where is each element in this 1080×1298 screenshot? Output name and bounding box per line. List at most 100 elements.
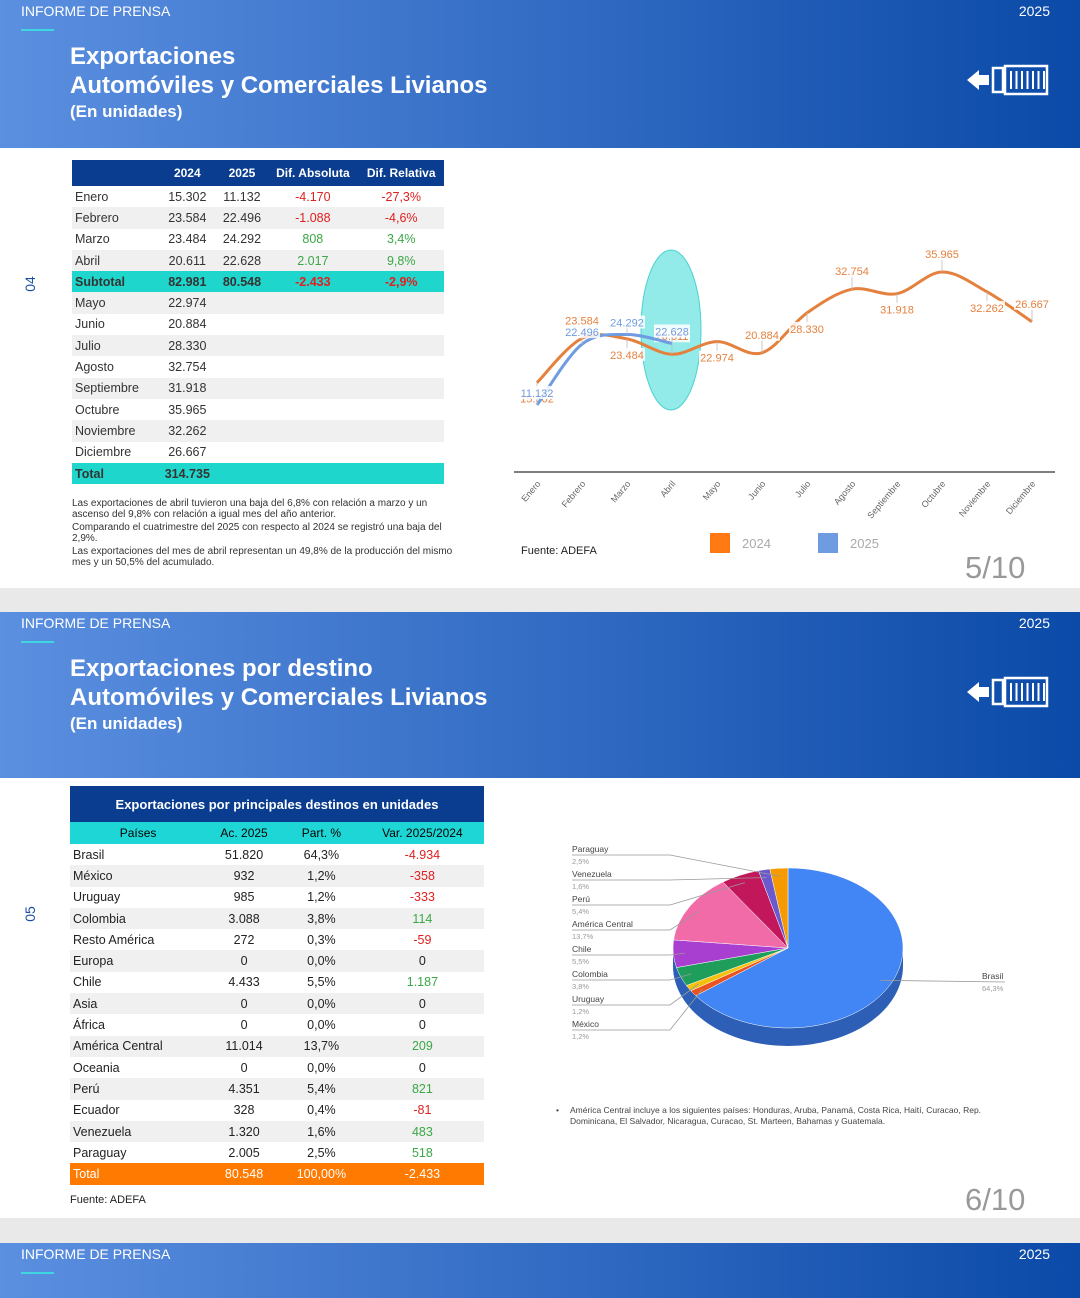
pie-label: Venezuela [572, 869, 612, 879]
data-label: 11.132 [521, 388, 554, 400]
subtitle: (En unidades) [70, 102, 183, 121]
table-cell: 23.584 [168, 210, 207, 225]
table-row: Europa 0 0,0% 0 [70, 950, 484, 972]
table-row: Uruguay 985 1,2% -333 [70, 886, 484, 908]
table-cell: -2.433 [295, 274, 331, 289]
table-row: Diciembre 26.667 [72, 441, 444, 463]
table-row: América Central 11.014 13,7% 209 [70, 1035, 484, 1057]
table-cell: Total [75, 466, 104, 481]
table-cell: 3,8% [307, 911, 336, 926]
table-cell: Agosto [75, 360, 114, 375]
bullet: • [556, 1105, 559, 1115]
data-label: 26.667 [1015, 299, 1049, 311]
table-cell [217, 378, 268, 399]
x-tick-label: Septiembre [865, 479, 902, 521]
x-tick-label: Diciembre [1004, 479, 1038, 516]
x-tick-label: Febrero [560, 479, 588, 510]
data-label: 23.484 [610, 350, 644, 362]
table-cell: Diciembre [75, 445, 132, 460]
slide-body: 04 2024 2025 Dif. Absoluta Dif. Relativa Ener… [0, 148, 1080, 588]
table-cell: Uruguay [73, 890, 121, 905]
table-row: Julio 28.330 [72, 335, 444, 357]
line [535, 270, 1033, 384]
table-row: Marzo 23.484 24.292 808 3,4% [72, 228, 444, 250]
label-leader [572, 983, 699, 1006]
pie-value-label: 64,3% [982, 984, 1004, 993]
header-row: 2024 2025 Dif. Absoluta Dif. Relativa [72, 160, 444, 186]
table-cell: Oceania [73, 1060, 120, 1075]
table-row: Venezuela 1.320 1,6% 483 [70, 1120, 484, 1143]
table-row: Brasil 51.820 64,3% -4.934 [70, 844, 484, 866]
source: Fuente: ADEFA [521, 545, 597, 557]
table-cell: 11.132 [223, 189, 261, 204]
year: 2025 [1018, 1246, 1050, 1262]
label-leader [572, 973, 692, 981]
table-cell: 23.484 [168, 232, 207, 247]
table-row: Enero 15.302 11.132 -4.170 -27,3% [72, 186, 444, 208]
table-cell [358, 442, 444, 463]
note: Comparando el cuatrimestre del 2025 con … [72, 522, 442, 544]
table-row: México 932 1,2% -358 [70, 865, 484, 887]
table-row: Agosto 32.754 [72, 356, 444, 378]
table-cell: 22.496 [222, 210, 262, 225]
table-cell: 9,8% [386, 253, 416, 268]
table-cell: 24.292 [222, 232, 262, 247]
table-cell: 272 [233, 932, 255, 947]
pie-value-label: 5,4% [572, 907, 589, 916]
table-cell: 22.628 [222, 253, 262, 268]
table-cell [267, 420, 358, 441]
table-row: Chile 4.433 5,5% 1.187 [70, 971, 484, 994]
table-cell: Perú [73, 1081, 100, 1096]
data-label: 35.965 [925, 249, 959, 261]
table-cell: 32.754 [168, 360, 207, 375]
table-cell: -4.934 [404, 847, 441, 862]
table-cell [358, 463, 444, 484]
table-row: Paraguay 2.005 2,5% 518 [70, 1142, 484, 1164]
kicker: INFORME DE PRENSA [21, 1246, 171, 1262]
table-cell: -59 [413, 932, 432, 947]
table-cell: 5,5% [307, 975, 336, 990]
pie-value-label: 5,5% [572, 957, 589, 966]
data-label: 24.292 [610, 318, 644, 330]
table-cell: América Central [73, 1039, 163, 1054]
table-cell: 0 [418, 996, 426, 1011]
label-box [564, 313, 600, 327]
header-cell: 2024 [173, 166, 201, 180]
table-row: Asia 0 0,0% 0 [70, 993, 484, 1015]
table-cell [267, 463, 358, 484]
header: INFORME DE PRENSA 2025 Exportaciones por d… [0, 612, 1080, 778]
title: Exportaciones Automóviles y Comerciales L… [70, 42, 487, 124]
data-label: 22.496 [565, 327, 599, 339]
table-cell: 0 [240, 954, 248, 969]
table-cell: Octubre [75, 402, 120, 417]
pie-label: Uruguay [572, 994, 605, 1004]
label-box [519, 386, 555, 399]
page-number: 5/10 [965, 550, 1026, 585]
table-cell: -27,3% [381, 189, 421, 204]
table-cell: 32.262 [168, 423, 207, 438]
table-cell: 11.014 [225, 1039, 263, 1054]
line [535, 332, 673, 406]
table-cell: Subtotal [75, 274, 125, 289]
table-cell: Brasil [73, 847, 105, 862]
table-cell [217, 314, 268, 335]
table-cell: 28.330 [168, 338, 207, 353]
label-leader [572, 854, 780, 877]
table-cell [358, 399, 444, 420]
table-cell: 821 [411, 1081, 433, 1096]
table-cell: Febrero [75, 210, 119, 225]
table-cell [358, 356, 444, 377]
table-cell: 1,2% [307, 890, 336, 905]
header-cell: Part. % [301, 826, 342, 840]
table-cell: 31.918 [168, 381, 207, 396]
table-cell: Venezuela [73, 1124, 132, 1139]
header-cell: Ac. 2025 [220, 826, 268, 840]
table-cell: 314.735 [164, 466, 210, 481]
table-cell: 80.548 [222, 274, 262, 289]
data-label: 31.918 [880, 305, 914, 317]
table-cell: Chile [73, 975, 102, 990]
data-label: 22.974 [700, 353, 734, 365]
icon-door [991, 678, 1005, 706]
table-row: Ecuador 328 0,4% -81 [70, 1099, 484, 1121]
line-chart: Enero Febrero Marzo Abril Mayo Junio Julio Agos… [514, 248, 1055, 553]
